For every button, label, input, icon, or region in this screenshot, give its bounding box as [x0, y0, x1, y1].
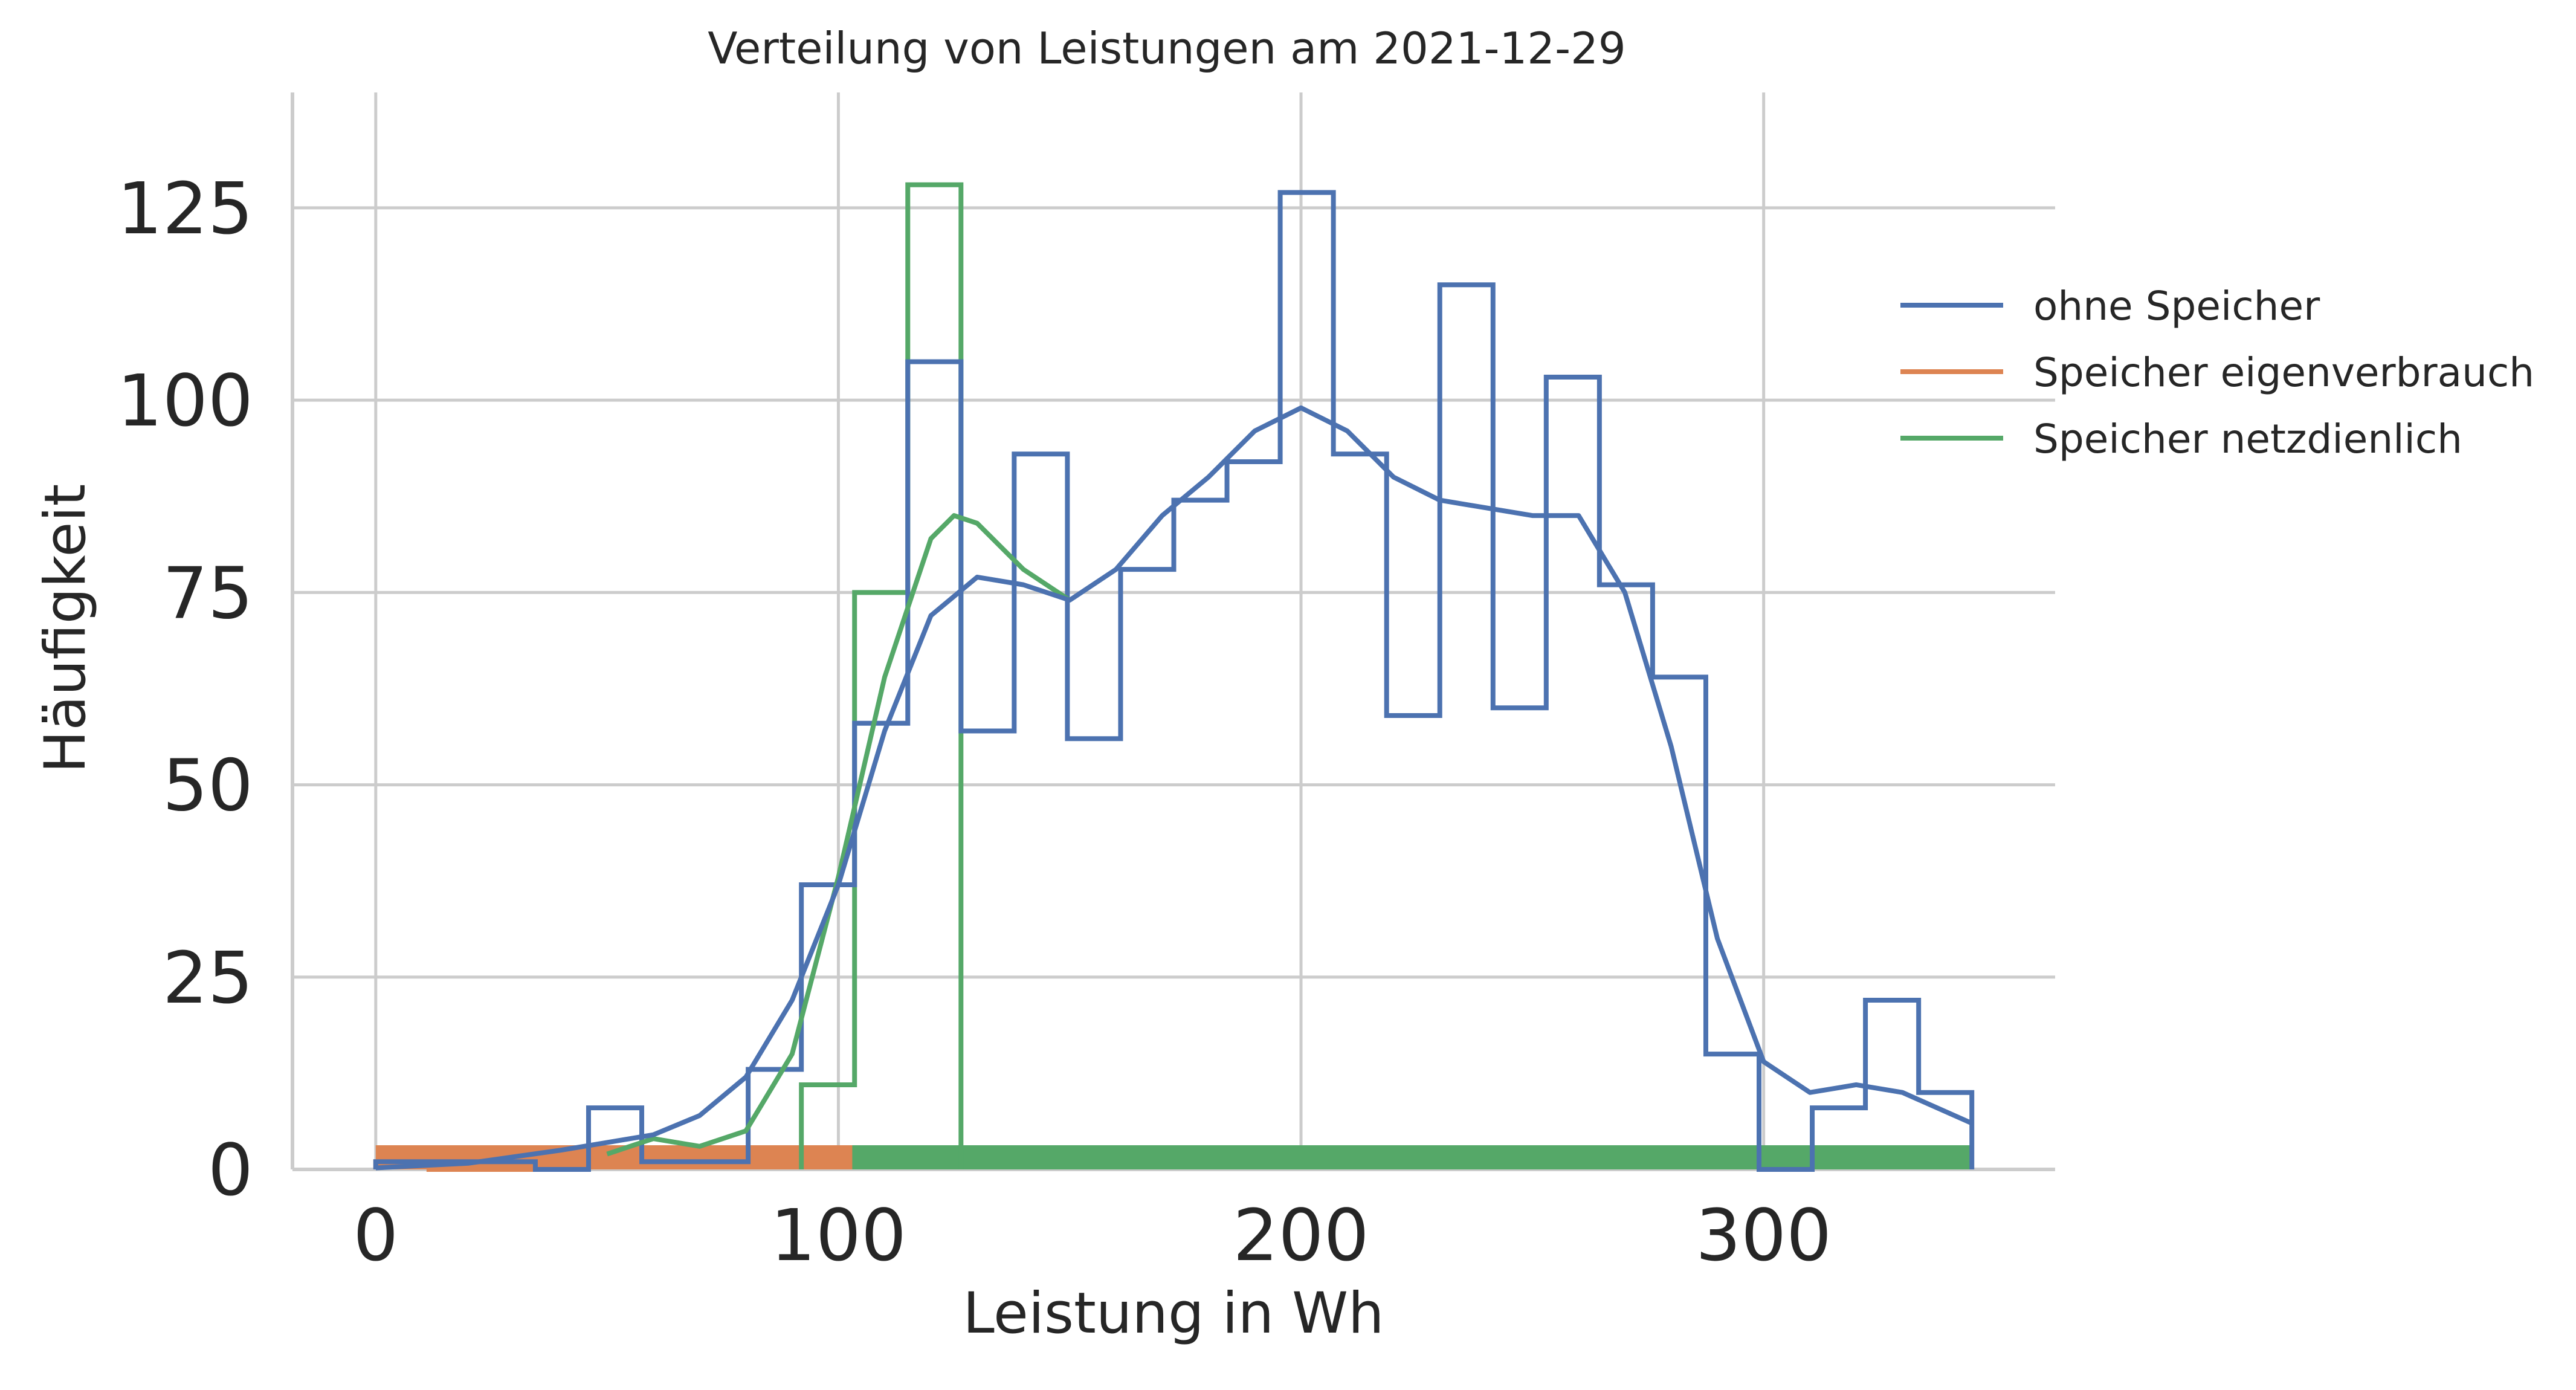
grid [292, 92, 2055, 1171]
y-tick-label: 0 [208, 1128, 253, 1212]
histogram-steps [799, 182, 964, 1169]
x-tick-label: 200 [1233, 1194, 1369, 1277]
x-tick-label: 0 [353, 1194, 398, 1277]
ticks: 0 100 200 300 0 25 50 75 100 125 [117, 167, 1832, 1277]
legend-label: ohne Speicher [2033, 283, 2320, 329]
y-axis-label: Häufigkeit [33, 484, 98, 774]
legend-label: Speicher eigenverbrauch [2033, 349, 2534, 396]
histogram-steps [373, 190, 1975, 1172]
x-tick-label: 100 [770, 1194, 906, 1277]
x-axis-label: Leistung in Wh [963, 1281, 1384, 1346]
chart-title: Verteilung von Leistungen am 2021-12-29 [708, 23, 1625, 74]
y-tick-label: 50 [163, 744, 253, 827]
kde-curve [606, 513, 1071, 1157]
y-tick-label: 25 [163, 936, 253, 1020]
plot-marks [373, 182, 1975, 1172]
y-tick-label: 125 [117, 167, 253, 250]
y-tick-label: 100 [117, 359, 253, 442]
legend-label: Speicher netzdienlich [2033, 416, 2462, 462]
kde-curve [375, 405, 1973, 1171]
legend: ohne Speicher Speicher eigenverbrauch Spei… [1900, 283, 2534, 462]
x-tick-label: 300 [1696, 1194, 1832, 1277]
y-tick-label: 75 [163, 551, 253, 635]
